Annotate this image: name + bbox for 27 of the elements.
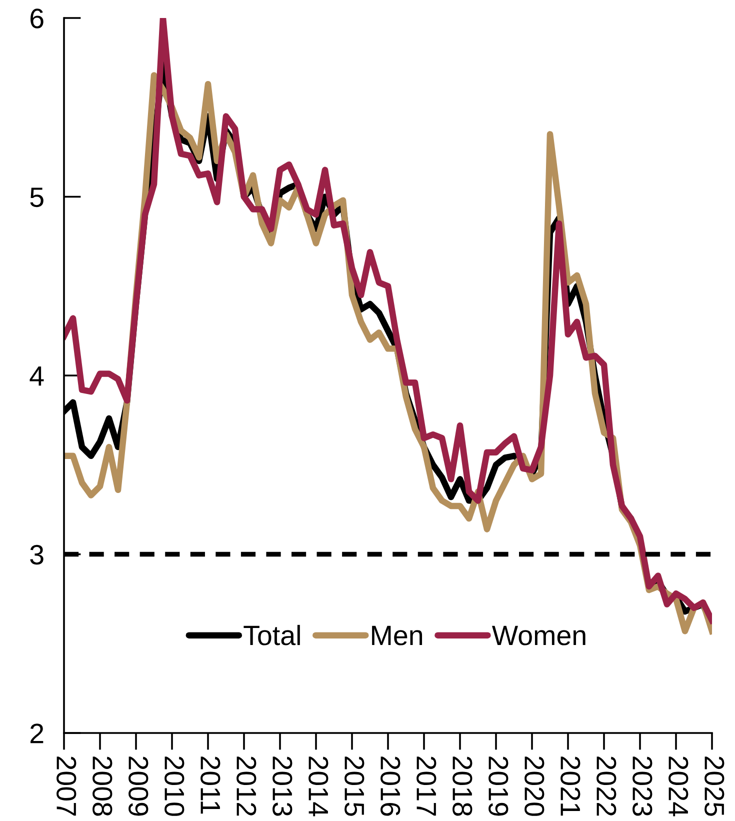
x-tick-label: 2007 [56,756,76,816]
x-tick-label: 2017 [416,756,436,816]
legend-label: Men [372,626,422,646]
x-tick-label: 2014 [308,756,328,816]
x-tick-label: 2011 [200,756,220,814]
x-tick-label: 2019 [488,756,508,816]
x-tick-label: 2009 [128,756,148,816]
legend-label: Women [492,626,586,646]
x-tick-label: 2012 [236,756,256,816]
x-tick-label: 2025 [704,756,724,816]
x-tick-label: 2016 [380,756,400,816]
legend-label: Total [244,624,300,646]
y-tick-label: 6 [30,8,44,28]
x-tick-label: 2010 [164,756,184,816]
x-tick-label: 2023 [632,756,652,816]
y-tick-label: 2 [30,724,44,744]
x-tick-label: 2022 [596,756,616,816]
y-tick-label: 4 [30,366,44,386]
x-tick-label: 2021 [560,756,580,816]
y-tick-label: 3 [30,544,44,565]
y-tick-label: 5 [30,188,44,208]
x-tick-label: 2020 [524,756,544,816]
x-tick-label: 2013 [272,756,292,816]
x-tick-label: 2024 [668,756,688,816]
x-tick-label: 2008 [92,756,112,816]
x-tick-label: 2018 [452,756,472,816]
x-tick-label: 2015 [344,756,364,816]
